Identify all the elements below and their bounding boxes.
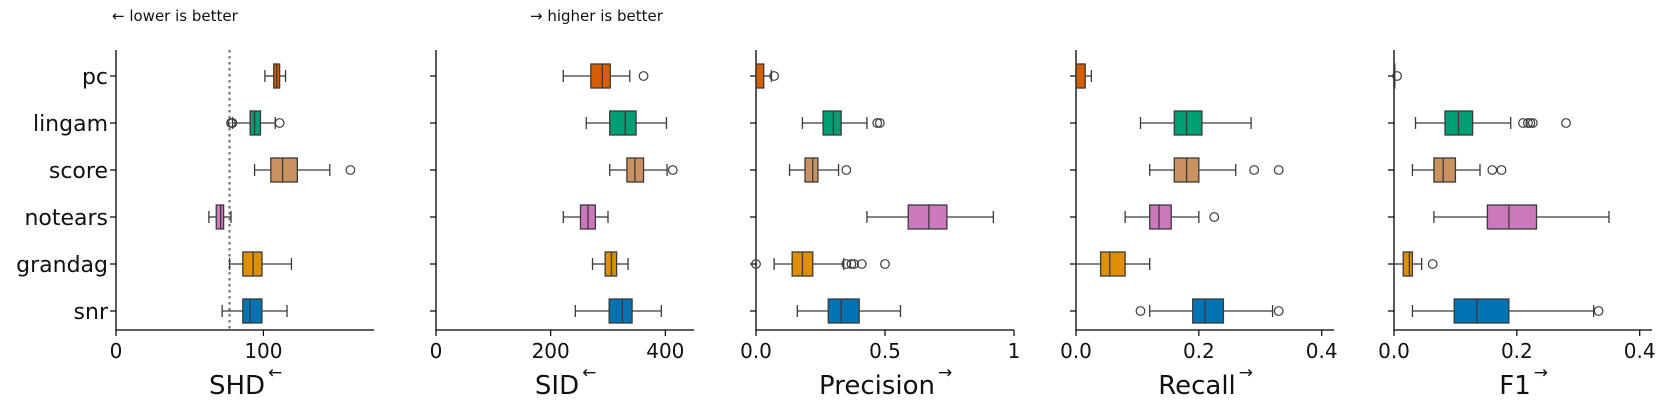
recall-axis-label: Recall [1158, 371, 1236, 401]
shd-box-notears [215, 204, 225, 230]
f1-outlier-score [1496, 165, 1507, 175]
shd-outlier-lingam [227, 118, 238, 128]
f1-outlier-pc [1392, 71, 1402, 81]
recall-outlier-snr [1273, 306, 1284, 316]
recall-box-snr [1192, 298, 1225, 324]
f1-box-notears [1486, 204, 1538, 230]
f1-x-tick-label: 0.4 [1624, 339, 1656, 363]
f1-axis-label: F1 [1499, 371, 1531, 401]
precision-box-score [804, 157, 819, 183]
f1-x-tick-label: 0.0 [1378, 339, 1410, 363]
f1-outlier-lingam [1518, 118, 1528, 128]
precision-outlier-grandag [751, 259, 761, 269]
recall-x-tick-label: 0.4 [1306, 339, 1338, 363]
recall-x-tick-label: 0.2 [1183, 339, 1215, 363]
f1-box-score [1433, 157, 1457, 183]
precision-axis-arrow: → [938, 363, 952, 383]
f1-outlier-lingam [1527, 118, 1538, 128]
precision-outlier-grandag [856, 259, 867, 269]
sid-box-snr [608, 298, 633, 324]
precision-x-tick-label: 0.0 [740, 339, 772, 363]
precision-x-tick-label: 0.5 [869, 339, 901, 363]
sid-box-pc [590, 63, 611, 89]
precision-outlier-grandag [846, 259, 857, 269]
sid-box-lingam [609, 110, 637, 136]
shd-box-snr [242, 298, 263, 324]
recall-box-lingam [1173, 110, 1203, 136]
shd-box-lingam [249, 110, 262, 136]
f1-outlier-lingam [1561, 118, 1571, 128]
f1-box-snr [1453, 298, 1510, 324]
precision-outlier-pc [769, 71, 779, 81]
sid-axis-label: SID [535, 371, 579, 401]
recall-outlier-snr [1135, 306, 1146, 316]
shd-axis-label: SHD [209, 371, 265, 401]
f1-outlier-snr [1593, 306, 1604, 316]
precision-box-snr [827, 298, 860, 324]
shd-outlier-score [345, 165, 356, 175]
shd-x-tick-label: 0 [110, 339, 123, 363]
precision-outlier-grandag [849, 259, 859, 269]
recall-box-pc [1075, 63, 1086, 89]
category-label-snr: snr [74, 300, 109, 325]
precision-box-lingam [822, 110, 842, 136]
precision-axis-label: Precision [819, 371, 935, 401]
shd-box-grandag [242, 251, 263, 277]
sid-x-tick-label: 200 [532, 339, 570, 363]
sid-axis-arrow: ← [582, 363, 596, 383]
f1-outlier-lingam [1523, 118, 1533, 128]
recall-box-grandag [1099, 251, 1126, 277]
precision-box-pc [755, 63, 765, 89]
recall-x-tick-label: 0.0 [1060, 339, 1092, 363]
sid-outlier-score [667, 165, 678, 175]
sid-x-tick-label: 400 [646, 339, 684, 363]
precision-box-notears [907, 204, 948, 230]
recall-outlier-notears [1209, 212, 1220, 222]
category-label-lingam: lingam [33, 112, 108, 137]
recall-box-notears [1149, 204, 1172, 230]
precision-outlier-score [841, 165, 852, 175]
shd-outlier-lingam [274, 118, 285, 128]
f1-outlier-lingam [1525, 118, 1536, 128]
sid-x-tick-label: 0 [430, 339, 443, 363]
shd-axis-arrow: ← [268, 363, 282, 383]
f1-box-grandag [1402, 251, 1414, 277]
category-label-pc: pc [82, 65, 108, 90]
precision-outlier-grandag [880, 259, 890, 269]
f1-x-tick-label: 0.2 [1501, 339, 1533, 363]
precision-x-tick-label: 1 [1008, 339, 1021, 363]
shd-x-tick-label: 100 [244, 339, 282, 363]
recall-axis-arrow: → [1239, 363, 1253, 383]
recall-outlier-score [1249, 165, 1260, 175]
category-label-notears: notears [24, 206, 108, 231]
higher-is-better-note: → higher is better [530, 7, 664, 25]
category-label-grandag: grandag [16, 253, 108, 278]
recall-outlier-score [1273, 165, 1284, 175]
f1-outlier-score [1487, 165, 1498, 175]
f1-axis-arrow: → [1534, 363, 1548, 383]
sid-outlier-pc [638, 71, 649, 81]
precision-outlier-lingam [874, 118, 885, 128]
f1-outlier-grandag [1427, 259, 1438, 269]
precision-outlier-lingam [872, 118, 883, 128]
precision-outlier-grandag [841, 259, 852, 269]
shd-box-score [270, 157, 298, 183]
lower-is-better-note: ← lower is better [112, 7, 239, 25]
category-label-score: score [49, 159, 108, 184]
